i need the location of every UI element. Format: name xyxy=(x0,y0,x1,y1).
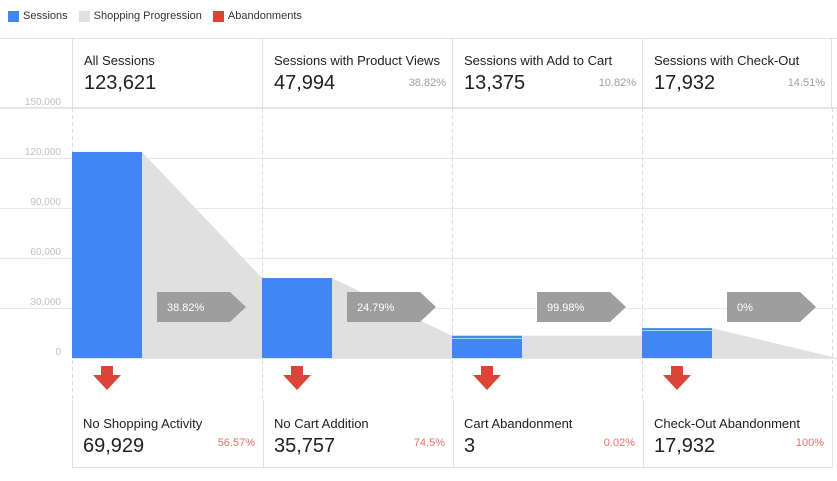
legend-swatch-sessions xyxy=(8,10,19,22)
abandonment-label: No Shopping Activity xyxy=(83,416,203,431)
stage-card-all-sessions[interactable]: All Sessions 123,621 xyxy=(72,38,262,108)
abandonment-value: 17,932 xyxy=(654,435,716,457)
stage-percent: 14.51% xyxy=(787,77,825,89)
abandonment-card-check-out-abandonment[interactable]: Check-Out Abandonment 17,932 100% xyxy=(643,400,833,468)
abandonment-card-cart-abandonment[interactable]: Cart Abandonment 3 0.02% xyxy=(453,400,643,468)
abandonment-card-no-cart-addition[interactable]: No Cart Addition 35,757 74.5% xyxy=(263,400,453,468)
legend-swatch-progression xyxy=(78,10,90,22)
abandonment-value: 69,929 xyxy=(83,435,145,457)
legend-label-progression: Shopping Progression xyxy=(93,10,202,22)
progression-rate-label: 0% xyxy=(737,302,753,314)
abandonment-percent: 74.5% xyxy=(413,437,445,449)
stage-label: Sessions with Add to Cart xyxy=(464,53,613,68)
progression-rate-arrow xyxy=(157,292,246,322)
y-tick-label: 30,000 xyxy=(30,297,61,308)
y-tick-label: 150,000 xyxy=(25,97,62,108)
y-tick-label: 60,000 xyxy=(30,247,61,258)
progression-area xyxy=(712,328,837,358)
progression-rate-arrow xyxy=(537,292,626,322)
legend-item-sessions[interactable]: Sessions xyxy=(8,10,68,22)
progression-rate-label: 38.82% xyxy=(167,302,205,314)
stage-card-check-out[interactable]: Sessions with Check-Out 17,932 14.51% xyxy=(642,38,832,108)
abandonment-card-no-shopping-activity[interactable]: No Shopping Activity 69,929 56.57% xyxy=(72,400,263,468)
progression-rate-label: 24.79% xyxy=(357,302,395,314)
stage-value: 47,994 xyxy=(274,72,336,94)
progression-area xyxy=(142,151,262,358)
progression-rate-arrow xyxy=(727,292,816,322)
stage-value: 17,932 xyxy=(654,72,716,94)
sessions-bar xyxy=(72,151,142,358)
sessions-bar xyxy=(262,278,332,358)
stage-card-product-views[interactable]: Sessions with Product Views 47,994 38.82… xyxy=(262,38,452,108)
progression-rate-arrow xyxy=(347,292,436,322)
stage-card-add-to-cart[interactable]: Sessions with Add to Cart 13,375 10.82% xyxy=(452,38,642,108)
legend-label-abandonments: Abandonments xyxy=(227,10,302,22)
abandonment-percent: 0.02% xyxy=(603,437,635,449)
legend-item-abandonments[interactable]: Abandonments xyxy=(212,10,302,22)
stage-value: 13,375 xyxy=(464,72,526,94)
progression-rate-label: 99.98% xyxy=(547,302,585,314)
abandonment-percent: 56.57% xyxy=(217,437,255,449)
abandonment-arrow-icon xyxy=(663,366,691,390)
abandonment-value: 35,757 xyxy=(274,435,336,457)
abandonment-value: 3 xyxy=(464,435,476,457)
stage-percent: 38.82% xyxy=(408,77,446,89)
abandonment-label: Check-Out Abandonment xyxy=(654,416,800,431)
abandonment-percent: 100% xyxy=(795,437,824,449)
sessions-bar xyxy=(642,328,712,358)
abandonment-arrow-icon xyxy=(473,366,501,390)
legend: Sessions Shopping Progression Abandonmen… xyxy=(8,8,313,24)
legend-swatch-abandonments xyxy=(212,10,224,22)
y-tick-label: 90,000 xyxy=(30,197,61,208)
stage-label: Sessions with Check-Out xyxy=(654,53,800,68)
progression-area xyxy=(522,335,642,358)
stage-label: Sessions with Product Views xyxy=(274,53,440,68)
abandonment-arrow-icon xyxy=(283,366,311,390)
legend-item-progression[interactable]: Shopping Progression xyxy=(78,10,202,22)
stage-value: 123,621 xyxy=(84,72,157,94)
legend-label-sessions: Sessions xyxy=(23,10,68,22)
abandonment-arrow-icon xyxy=(93,366,121,390)
stage-percent: 10.82% xyxy=(598,77,636,89)
stage-label: All Sessions xyxy=(84,53,155,68)
y-tick-label: 120,000 xyxy=(25,147,62,158)
abandonment-label: Cart Abandonment xyxy=(464,416,573,431)
abandonment-label: No Cart Addition xyxy=(274,416,369,431)
sessions-bar xyxy=(452,335,522,358)
y-tick-label: 0 xyxy=(55,347,61,358)
